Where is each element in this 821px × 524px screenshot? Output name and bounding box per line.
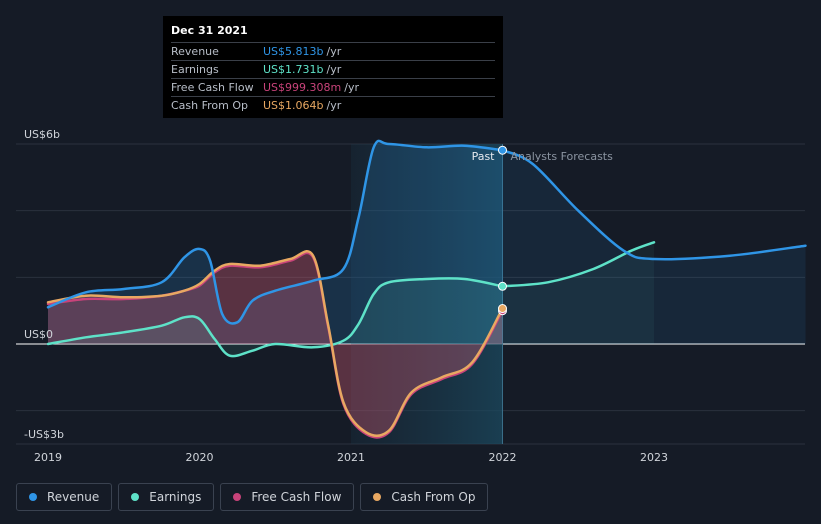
past-label: Past (472, 150, 496, 163)
legend-label: Cash From Op (391, 490, 476, 504)
y-tick-label: US$6b (24, 128, 60, 141)
axis-labels: US$6b US$0 -US$3b 2019 2020 2021 2022 2023 Past A… (24, 128, 668, 464)
tooltip-row-earnings: Earnings US$1.731b /yr (171, 60, 495, 78)
revenue-forecast-area (502, 150, 806, 344)
highlight-bands (351, 144, 503, 444)
earnings-forecast-area (502, 242, 654, 344)
tooltip-label: Revenue (171, 45, 219, 58)
earnings-line (46, 277, 504, 358)
tooltip-value: US$5.813b (263, 45, 324, 58)
legend-item-revenue[interactable]: Revenue (16, 483, 113, 511)
past-year-band (351, 144, 503, 444)
x-tick-label: 2023 (640, 451, 668, 464)
cash-from-op-marker (498, 304, 507, 314)
earnings-marker (498, 281, 507, 291)
revenue-line (46, 139, 504, 325)
x-tick-label: 2020 (186, 451, 214, 464)
tooltip-value: US$1.064b (263, 99, 324, 112)
x-tick-label: 2019 (34, 451, 62, 464)
y-tick-label: US$0 (24, 328, 53, 341)
earnings-dot-icon (131, 493, 140, 501)
tooltip-date: Dec 31 2021 (171, 24, 248, 37)
chart-legend: Revenue Earnings Free Cash Flow Cash Fro… (16, 483, 489, 511)
chart-canvas: US$6b US$0 -US$3b 2019 2020 2021 2022 2023 Past A… (16, 128, 807, 464)
cash-from-op-dot-icon (373, 493, 382, 501)
free-cash-flow-area (48, 252, 503, 438)
hover-tooltip: Dec 31 2021 Revenue US$5.813b /yr Earnin… (163, 16, 503, 118)
x-tick-label: 2022 (489, 451, 517, 464)
tooltip-row-revenue: Revenue US$5.813b /yr (171, 42, 495, 60)
legend-label: Earnings (149, 490, 202, 504)
forecast-label: Analysts Forecasts (511, 150, 614, 163)
revenue-dot-icon (29, 493, 37, 501)
tooltip-markers (498, 145, 507, 316)
legend-item-cash-from-op[interactable]: Cash From Op (360, 483, 489, 511)
x-tick-label: 2021 (337, 451, 365, 464)
tooltip-label: Cash From Op (171, 99, 249, 112)
tooltip-row-free-cash-flow: Free Cash Flow US$999.308m /yr (171, 78, 495, 96)
tooltip-unit: /yr (326, 63, 342, 76)
earnings-forecast-line (501, 241, 656, 288)
tooltip-label: Earnings (171, 63, 219, 76)
legend-item-earnings[interactable]: Earnings (118, 483, 215, 511)
series-lines (46, 139, 807, 439)
legend-item-free-cash-flow[interactable]: Free Cash Flow (220, 483, 355, 511)
tooltip-unit: /yr (326, 99, 342, 112)
revenue-marker (498, 145, 507, 155)
tooltip-unit: /yr (326, 45, 342, 58)
revenue-area (48, 140, 503, 344)
tooltip-label: Free Cash Flow (171, 81, 254, 94)
tooltip-value: US$1.731b (263, 63, 324, 76)
free-cash-flow-dot-icon (233, 493, 242, 501)
tooltip-value: US$999.308m (263, 81, 342, 94)
earnings-area (48, 278, 503, 357)
tooltip-row-cash-from-op: Cash From Op US$1.064b /yr (171, 96, 495, 114)
y-tick-label: -US$3b (24, 428, 64, 441)
revenue-forecast-line (501, 148, 807, 261)
tooltip-unit: /yr (344, 81, 359, 94)
legend-label: Revenue (47, 490, 100, 504)
legend-label: Free Cash Flow (251, 490, 342, 504)
cash-from-op-line (46, 250, 504, 438)
